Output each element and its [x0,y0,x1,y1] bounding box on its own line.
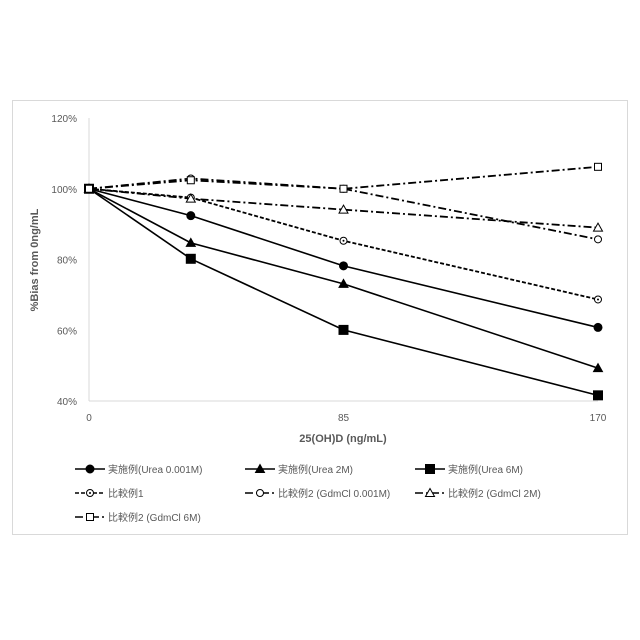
circle-marker [594,323,602,331]
x-tick-label: 0 [86,413,92,424]
legend-label: 実施例(Urea 6M) [448,463,523,476]
legend-item: 実施例(Urea 6M) [415,463,523,476]
square-marker [186,254,195,263]
circle-dot-marker [89,492,91,494]
square-marker [595,163,602,170]
legend-label: 実施例(Urea 2M) [278,463,353,476]
x-tick-label: 170 [590,413,607,424]
y-tick-label: 100% [51,185,77,196]
legend-item: 実施例(Urea 0.001M) [75,463,202,476]
legend-item: 比較例2 (GdmCl 0.001M) [245,487,390,500]
y-tick-label: 120% [51,114,77,125]
square-marker [87,514,94,521]
legend-item: 比較例2 (GdmCl 6M) [75,511,201,524]
legend-label: 比較例2 (GdmCl 0.001M) [278,487,390,500]
legend-item: 比較例2 (GdmCl 2M) [415,487,541,500]
series-2 [85,184,603,400]
x-tick-label: 85 [338,413,350,424]
series-line [89,189,598,396]
circle-marker [257,490,264,497]
x-axis-label: 25(OH)D (ng/mL) [299,433,387,445]
line-chart: 40% 60% 80% 100% 120% 0 85 170 実施例(Urea 0.001M)… [0,0,640,640]
legend-label: 比較例1 [108,487,144,500]
legend-label: 比較例2 (GdmCl 6M) [108,511,201,524]
y-axis-label: %Bias from 0ng/mL [29,208,41,311]
y-tick-label: 40% [57,397,77,408]
y-tick-label: 80% [57,256,77,267]
legend-label: 比較例2 (GdmCl 2M) [448,487,541,500]
circle-marker [595,236,602,243]
legend-item: 比較例1 [75,487,144,500]
circle-marker [187,212,195,220]
legend-label: 実施例(Urea 0.001M) [108,463,202,476]
square-marker [187,177,194,184]
circle-marker [340,262,348,270]
circle-dot-marker [343,240,345,242]
circle-marker [86,465,94,473]
circle-dot-marker [597,298,599,300]
legend-item: 実施例(Urea 2M) [245,463,353,476]
y-tick-label: 60% [57,326,77,337]
square-marker [594,391,603,400]
square-marker [426,465,435,474]
triangle-marker [186,238,195,246]
square-marker [86,185,93,192]
square-marker [339,325,348,334]
series-6 [86,163,602,192]
square-marker [340,185,347,192]
